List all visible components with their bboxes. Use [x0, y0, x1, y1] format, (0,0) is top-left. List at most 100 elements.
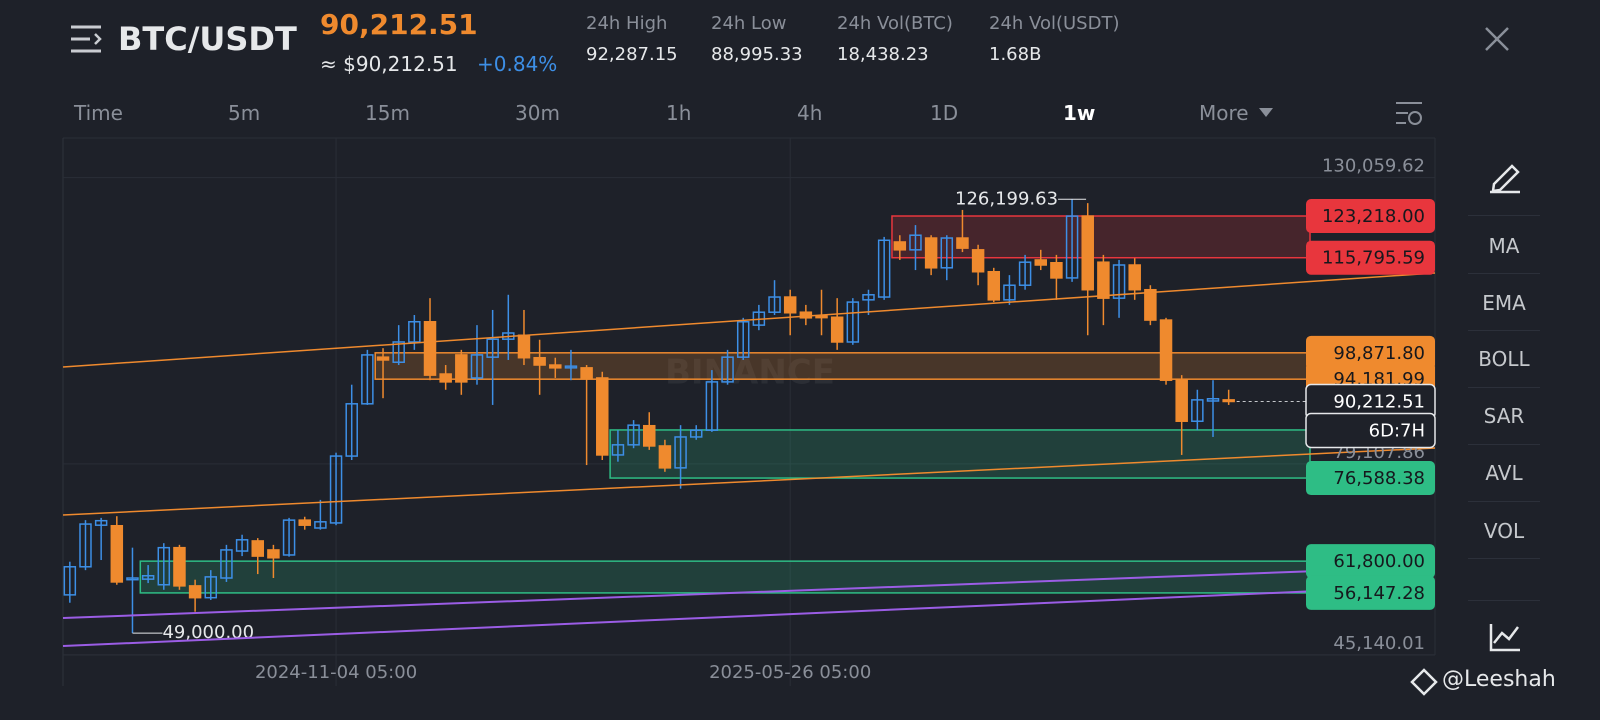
price-label-box — [1306, 240, 1435, 275]
candle-body — [188, 585, 202, 599]
candle-body — [846, 301, 860, 343]
separator — [1468, 215, 1540, 216]
candle-body — [517, 334, 531, 359]
tab[interactable]: 4h — [797, 101, 823, 125]
stat-label: 24h Vol(USDT) — [989, 13, 1120, 34]
candle-body — [1097, 261, 1110, 299]
candle-body — [533, 356, 546, 366]
candle-body — [909, 234, 922, 251]
indicator[interactable]: SAR — [1483, 404, 1525, 428]
indicator[interactable]: EMA — [1482, 291, 1526, 315]
symbol[interactable]: BTC/USDT — [118, 20, 297, 58]
tab-active[interactable]: 1w — [1063, 101, 1096, 125]
candle-body — [282, 519, 296, 556]
separator — [1468, 330, 1540, 331]
candle-body — [173, 546, 186, 587]
candle-body — [1034, 259, 1047, 266]
y-tick-label: 130,059.62 — [1322, 156, 1425, 177]
candle-body — [141, 575, 155, 580]
candle-body — [329, 455, 343, 524]
candle-body — [94, 519, 108, 526]
candle-body — [768, 296, 781, 313]
candle-body — [830, 316, 844, 343]
trend-line — [62, 447, 1436, 516]
separator — [1468, 558, 1540, 559]
candle-body — [1191, 399, 1204, 422]
x-tick-label: 2024-11-04 05:00 — [255, 662, 417, 683]
candle-body — [486, 338, 499, 358]
zone — [139, 560, 1311, 594]
candle-body — [877, 239, 891, 298]
close-button[interactable] — [1485, 27, 1509, 51]
price-label: 76,588.38 — [1333, 468, 1425, 489]
stat-label: 24h Low — [711, 13, 787, 34]
candle-body — [126, 577, 139, 581]
candle-body — [705, 381, 719, 431]
zone — [609, 429, 1311, 479]
candle-body — [940, 237, 954, 269]
price-label: 115,795.59 — [1322, 248, 1425, 269]
countdown-box — [1305, 412, 1436, 449]
candle-body — [1159, 319, 1173, 381]
candle-body — [1081, 215, 1094, 291]
candle-body — [580, 367, 593, 379]
candle-body — [893, 241, 907, 251]
candle-body — [408, 321, 421, 343]
more-arrow[interactable] — [1259, 108, 1273, 117]
footer-logo — [1410, 668, 1438, 696]
candle-body — [643, 424, 656, 447]
settings-icon[interactable] — [1396, 102, 1422, 125]
candle-body — [220, 549, 233, 579]
draw-tool-icon[interactable] — [1490, 164, 1520, 194]
stat-value: 92,287.15 — [586, 44, 678, 65]
candle-body — [423, 321, 437, 376]
candle-body — [689, 429, 703, 438]
tab[interactable]: 1D — [930, 101, 959, 125]
tab[interactable]: 30m — [515, 101, 560, 125]
annotation: 126,199.63 — [955, 188, 1058, 209]
candle-body — [862, 294, 875, 301]
indicator[interactable]: MA — [1488, 234, 1520, 258]
tab[interactable]: 1h — [666, 101, 692, 125]
candle-body — [376, 356, 390, 361]
zone — [891, 215, 1311, 259]
candle-body — [235, 539, 249, 552]
price-label: 90,212.51 — [1333, 391, 1425, 412]
price-label: 98,871.80 — [1333, 343, 1425, 364]
candle-body — [157, 546, 171, 586]
tab[interactable]: 15m — [365, 101, 410, 125]
price-label-box — [1306, 335, 1435, 370]
candle-body — [439, 373, 452, 383]
price: 90,212.51 — [320, 8, 478, 41]
marks: 2024-11-04 05:00 2025-05-26 05:00 126,199.… — [63, 138, 1435, 686]
candle-body — [987, 270, 1001, 301]
candle-body — [267, 549, 280, 559]
chart-type-icon[interactable] — [1489, 624, 1520, 652]
menu-icon — [71, 25, 102, 53]
candle-body — [596, 377, 609, 456]
candle-body — [721, 356, 734, 383]
candle-body — [314, 521, 327, 529]
candle-body — [204, 576, 218, 599]
separator — [1468, 387, 1540, 388]
candle-body — [1175, 379, 1188, 422]
stat-label: 24h Vol(BTC) — [837, 13, 953, 34]
stat-value: 88,995.33 — [711, 44, 803, 65]
indicator[interactable]: BOLL — [1478, 347, 1530, 371]
tab[interactable]: 5m — [228, 101, 261, 125]
price-label-box — [1306, 461, 1435, 496]
candle-body — [1112, 264, 1126, 299]
price-label-box — [1306, 575, 1435, 610]
price-usd: ≈ $90,212.51 — [320, 52, 458, 76]
indicator[interactable]: VOL — [1483, 519, 1525, 543]
tab[interactable]: More — [1199, 101, 1249, 125]
candle-body — [564, 365, 578, 369]
tab[interactable]: Time — [74, 101, 123, 125]
indicator[interactable]: AVL — [1485, 461, 1523, 485]
price-labels: 130,059.6279,107.8645,140.01123,218.0011… — [1305, 156, 1436, 654]
candle-body — [345, 403, 358, 457]
stat-label: 24h High — [586, 13, 668, 34]
candle-body — [1222, 399, 1235, 403]
separator — [1468, 273, 1540, 274]
